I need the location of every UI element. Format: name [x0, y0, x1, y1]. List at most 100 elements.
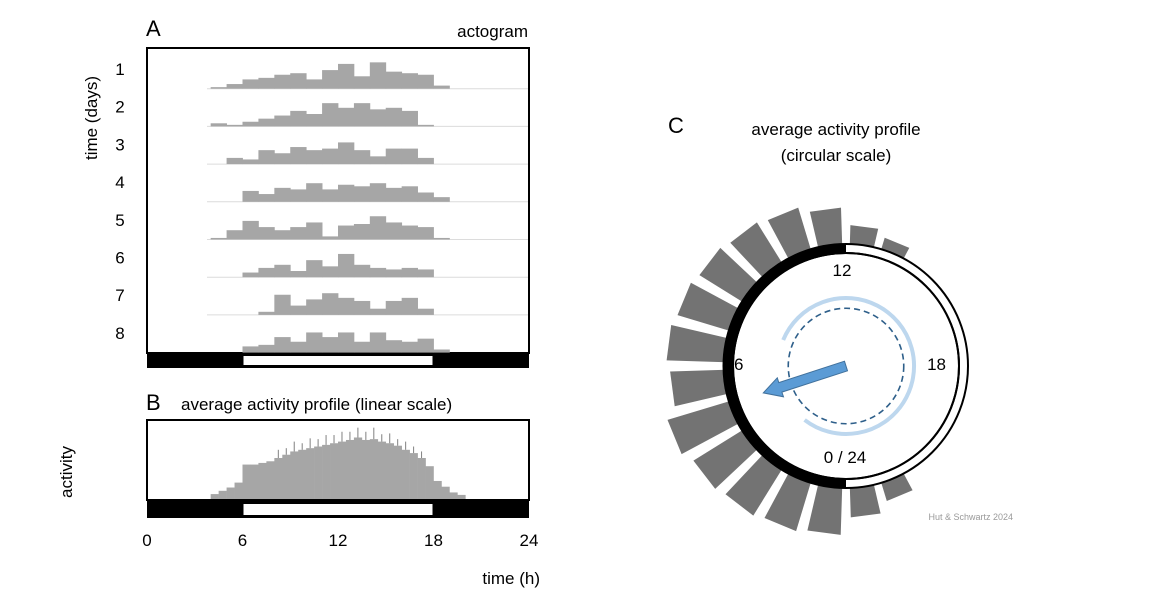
x-tick-label: 12 [329, 531, 348, 550]
actogram-bar [274, 153, 291, 165]
actogram-bar [353, 224, 371, 240]
panel-a-letter: A [146, 16, 161, 41]
x-axis-label: time (h) [482, 569, 540, 588]
panel-b-letter: B [146, 390, 161, 415]
actogram-bar [417, 192, 434, 202]
actogram-bar [369, 156, 387, 165]
clock-day-arc [845, 245, 967, 487]
actogram-bar [338, 184, 355, 202]
actogram-bar [306, 260, 323, 278]
actogram-bar [417, 74, 434, 89]
actogram-bar [306, 299, 323, 315]
reference-circle [787, 307, 905, 425]
profile-bar [306, 448, 315, 499]
clock-label-6: 6 [734, 355, 743, 374]
actogram-bar [290, 189, 307, 202]
profile-bar [314, 446, 323, 499]
panel-b-title: average activity profile (linear scale) [181, 395, 452, 414]
actogram-bar [417, 308, 434, 315]
actogram-bar [369, 267, 387, 278]
actogram-bar [242, 346, 259, 353]
profile-bar [210, 494, 219, 499]
actogram-bar [210, 123, 227, 127]
actogram-bar [369, 62, 387, 89]
profile-bar [234, 482, 243, 499]
actogram-bar [385, 148, 403, 165]
actogram-bar [258, 194, 275, 202]
actogram-bar [417, 269, 434, 278]
actogram-bar [258, 227, 275, 240]
profile-bar [338, 441, 347, 499]
actogram-bar [369, 109, 387, 127]
actogram-bar [242, 220, 259, 240]
actogram-bar [242, 79, 259, 89]
actogram-bar [322, 148, 339, 165]
day-labels: 1 2 3 4 5 6 7 8 [115, 60, 124, 343]
actogram-bar [258, 267, 275, 278]
actogram-bar [353, 300, 371, 315]
x-tick-label: 0 [142, 531, 151, 550]
x-tick-label: 18 [424, 531, 443, 550]
profile-bar [282, 454, 291, 499]
actogram-bar [369, 308, 387, 315]
mean-vector-arrow [762, 360, 849, 398]
actogram-bar [306, 332, 323, 353]
actogram-bar [385, 300, 403, 315]
actogram-bar [401, 110, 418, 127]
panel-b-ylabel: activity [57, 446, 76, 498]
profile-bar [369, 439, 379, 499]
profile-bar [377, 441, 387, 499]
actogram-bar [258, 344, 275, 353]
day-label: 8 [115, 324, 124, 343]
actogram-bar [338, 225, 355, 240]
clock-label-12: 12 [833, 261, 852, 280]
actogram-bar [306, 79, 323, 89]
profile-bar [218, 490, 227, 499]
clock-label-18: 18 [927, 355, 946, 374]
actogram-bar [401, 341, 418, 353]
profile-bar [361, 439, 371, 499]
clock-inner [762, 295, 916, 436]
panel-a-title: actogram [457, 22, 528, 41]
profile-bar [226, 487, 235, 499]
actogram-bar [290, 147, 307, 165]
actogram-bar [290, 305, 307, 315]
actogram-bars [210, 62, 450, 353]
actogram-bar [242, 190, 259, 202]
actogram-bar [226, 157, 243, 165]
mean-phase-arc [781, 295, 916, 436]
actogram-bar [338, 297, 355, 315]
actogram-bar [274, 230, 291, 240]
actogram-bar [353, 341, 371, 353]
actogram-bar [417, 227, 434, 240]
actogram-bar [417, 157, 434, 165]
profile-bar [409, 453, 418, 499]
actogram-bar [385, 222, 403, 240]
actogram-bar [385, 269, 403, 278]
actogram-bar [274, 294, 291, 315]
actogram-bar [226, 124, 243, 127]
profile-bar [433, 480, 442, 499]
actogram-bar [306, 183, 323, 202]
actogram-bar [433, 85, 450, 89]
actogram-bar [290, 227, 307, 240]
profile-frame [146, 419, 530, 501]
profile-bar [353, 437, 363, 499]
actogram-bar [353, 76, 371, 89]
actogram-bar [242, 121, 259, 127]
day-label: 2 [115, 98, 124, 117]
profile-bar [417, 458, 426, 499]
profile-bar [258, 462, 267, 499]
light-dark-bar-a [147, 353, 529, 368]
actogram-bar [322, 236, 339, 240]
clock-label-0-24: 0 / 24 [824, 448, 867, 467]
profile-bar [393, 445, 402, 499]
day-label: 7 [115, 286, 124, 305]
actogram-bar [338, 142, 355, 165]
actogram-bar [322, 189, 339, 202]
x-tick-label: 6 [238, 531, 247, 550]
actogram-bar [353, 264, 371, 278]
day-bar [243, 356, 433, 365]
actogram-bar [242, 159, 259, 165]
